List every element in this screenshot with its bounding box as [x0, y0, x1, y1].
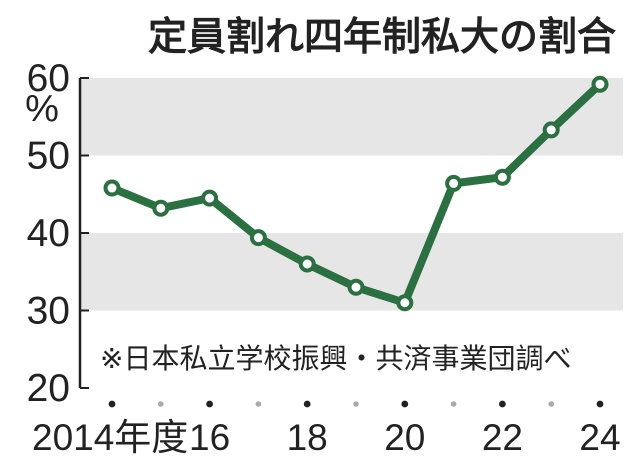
data-point — [152, 199, 170, 217]
data-point — [493, 168, 511, 186]
series-group — [103, 75, 609, 312]
data-point — [347, 278, 365, 296]
x-tick-dot — [108, 400, 116, 408]
data-point — [445, 174, 463, 192]
data-point — [249, 229, 267, 247]
x-tick-dot — [255, 401, 262, 407]
shaded-bands — [80, 78, 623, 311]
x-tick-label: 22 — [482, 417, 523, 458]
x-tick-label: 24 — [579, 417, 620, 458]
data-point — [103, 179, 121, 197]
x-tick-label: 18 — [287, 417, 328, 458]
x-tick-label: 2014年度 — [32, 417, 188, 458]
x-tick-dot — [450, 401, 457, 407]
x-tick-dot — [596, 400, 604, 408]
y-tick-label: 60 — [27, 57, 70, 100]
data-point — [591, 75, 609, 93]
x-tick-dot — [303, 400, 311, 408]
y-ticks: 20 30 40 50 60 — [27, 57, 89, 410]
x-tick-labels: 2014年度 16 18 20 22 24 — [32, 417, 621, 458]
x-tick-dots — [108, 400, 604, 408]
y-tick-label: 20 — [27, 367, 70, 410]
data-point — [542, 121, 560, 139]
x-tick-dot — [158, 401, 164, 407]
band-0 — [80, 233, 623, 311]
x-tick-dot — [401, 400, 409, 408]
y-unit-label: % — [25, 88, 59, 130]
note-background — [95, 336, 623, 378]
x-tick-dot — [548, 401, 554, 407]
data-point — [396, 294, 414, 312]
y-tick-label: 30 — [27, 290, 70, 333]
data-point — [298, 255, 316, 273]
x-tick-dot — [353, 401, 359, 407]
y-tick-label: 50 — [27, 135, 70, 178]
x-tick-label: 20 — [384, 417, 425, 458]
source-note: ※日本私立学校振興・共済事業団調べ — [100, 342, 571, 375]
x-tick-dot — [499, 400, 506, 408]
data-point — [201, 189, 219, 207]
y-tick-label: 40 — [27, 212, 70, 255]
x-tick-label: 16 — [189, 417, 230, 458]
chart-title: 定員割れ四年制私大の割合 — [148, 15, 616, 60]
x-tick-dot — [206, 400, 214, 408]
